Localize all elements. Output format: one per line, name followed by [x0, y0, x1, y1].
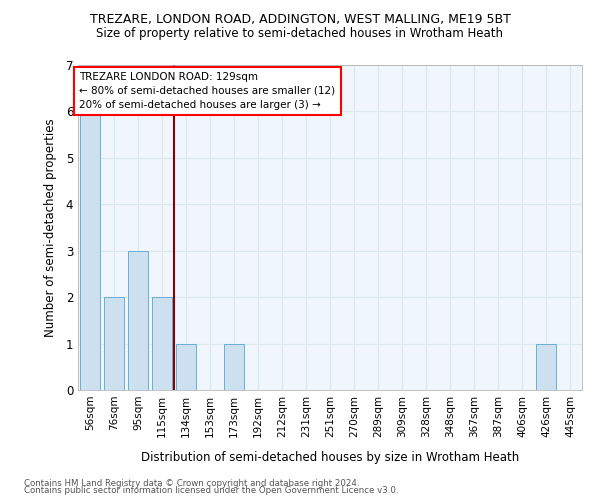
- Bar: [80, 112, 100, 390]
- Text: Contains HM Land Registry data © Crown copyright and database right 2024.: Contains HM Land Registry data © Crown c…: [24, 478, 359, 488]
- Text: TREZARE LONDON ROAD: 129sqm
← 80% of semi-detached houses are smaller (12)
20% o: TREZARE LONDON ROAD: 129sqm ← 80% of sem…: [79, 72, 335, 110]
- Bar: [152, 297, 172, 390]
- Text: TREZARE, LONDON ROAD, ADDINGTON, WEST MALLING, ME19 5BT: TREZARE, LONDON ROAD, ADDINGTON, WEST MA…: [89, 12, 511, 26]
- Text: Size of property relative to semi-detached houses in Wrotham Heath: Size of property relative to semi-detach…: [97, 28, 503, 40]
- Y-axis label: Number of semi-detached properties: Number of semi-detached properties: [44, 118, 58, 337]
- X-axis label: Distribution of semi-detached houses by size in Wrotham Heath: Distribution of semi-detached houses by …: [141, 451, 519, 464]
- Text: Contains public sector information licensed under the Open Government Licence v3: Contains public sector information licen…: [24, 486, 398, 495]
- Bar: [224, 344, 244, 390]
- Bar: [128, 250, 148, 390]
- Bar: [104, 297, 124, 390]
- Bar: [176, 344, 196, 390]
- Bar: [536, 344, 556, 390]
